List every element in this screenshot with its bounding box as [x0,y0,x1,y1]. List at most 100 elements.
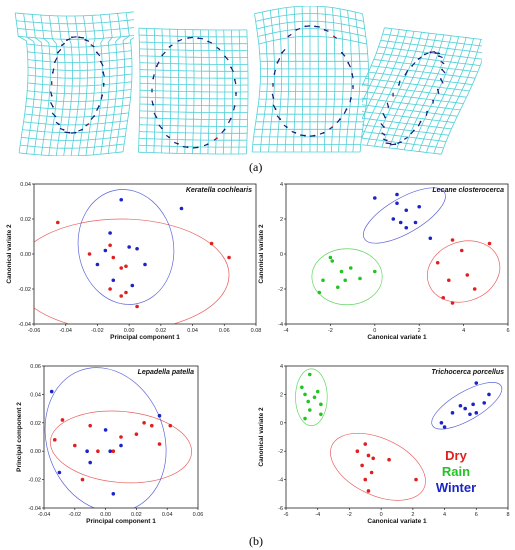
data-point-dry [450,301,455,305]
x-tick-label: 0.04 [162,512,173,518]
x-tick-label: -6 [284,512,289,518]
y-tick-label: -0.02 [28,478,41,484]
y-tick-label: 2 [280,217,283,223]
chart-title: Lepadella patella [138,369,195,376]
data-point-winter [130,283,135,288]
data-point-dry [119,294,124,298]
confidence-ellipse-dry [50,410,192,484]
data-point-dry [366,453,371,458]
deformation-grid-3-icon [251,6,369,153]
y-axis-label: Canonical variate 2 [6,224,13,284]
confidence-ellipse-winter [77,189,175,305]
data-point-dry [363,442,368,446]
y-tick-label: 4 [280,364,283,370]
data-point-winter [395,201,399,206]
plot-frame [33,183,257,325]
data-point-dry [96,449,100,454]
chart-title: Trichocerca porcellus [431,369,504,376]
y-tick-label: 2 [280,392,283,398]
data-point-dry [366,489,371,493]
data-point-winter [398,220,403,225]
data-point-rain [303,392,307,397]
data-point-dry [369,470,374,475]
data-point-winter [127,245,131,249]
panel-b-label: (b) [249,534,263,548]
confidence-ellipse-winter [431,382,503,430]
y-tick-label: 0.00 [20,252,31,258]
data-point-rain [321,278,325,283]
data-point-dry [447,278,451,283]
data-point-rain [306,399,311,404]
data-point-rain [330,259,335,263]
data-point-winter [111,278,116,283]
x-tick-label: 0 [380,512,383,518]
data-point-winter [458,403,463,408]
data-point-rain [328,255,333,260]
y-tick-label: -4 [278,322,283,328]
y-tick-label: 4 [280,182,283,188]
plot-frame [285,365,509,509]
data-point-dry [227,255,231,260]
y-tick-label: -0.02 [18,287,31,293]
data-point-dry [371,456,376,461]
data-point-winter [474,411,479,415]
data-point-winter [179,206,184,211]
chart-title: Keratella cochlearis [186,187,252,194]
scatter-plot-1: -0.06 -0.04 -0.02 0.00 0.02 0.04 0.06 0.080.040… [6,182,261,341]
data-point-rain [343,278,348,283]
data-point-dry [472,287,477,291]
data-point-winter [482,401,487,405]
legend-item-rain: Rain [442,464,470,479]
data-point-winter [413,220,418,225]
data-point-dry [111,255,116,260]
y-tick-label: -0.04 [28,506,41,512]
data-point-dry [80,477,85,482]
scatter-plot-2: -4 -2 0 2 4 6 4 2 0 -2 -4 Lecane closterocerca Canon… [258,182,510,341]
x-tick-label: 2 [411,512,414,518]
data-point-winter [157,413,162,418]
x-tick-label: -4 [284,328,289,334]
y-tick-label: 0.04 [20,182,31,188]
x-tick-label: 0 [373,328,376,334]
y-tick-label: 0.02 [30,421,41,427]
data-point-dry [150,423,154,428]
data-point-dry [135,304,139,309]
x-tick-label: 2 [418,328,421,334]
data-point-dry [87,252,92,256]
data-point-dry [441,295,446,300]
data-point-dry [209,241,214,246]
data-point-dry [387,457,391,462]
y-tick-label: 0.02 [20,217,31,223]
data-point-winter [417,204,422,209]
y-tick-label: 0.00 [30,449,41,455]
data-point-winter [49,389,54,394]
data-point-rain [315,389,320,394]
data-point-winter [468,412,472,417]
y-axis-label: Canonical variate 2 [258,224,265,284]
y-axis-label: Principal component 2 [16,402,23,472]
data-point-winter [391,217,396,221]
data-point-dry [414,477,418,482]
data-point-dry [88,423,92,428]
data-point-dry [124,264,128,269]
data-point-rain [307,372,312,377]
data-point-dry [55,220,60,225]
data-point-dry [487,241,492,246]
x-tick-label: -0.04 [38,512,51,518]
scatter-plot-4: -6 -4 -2 0 2 4 6 8 4 2 0 -2 -4 -6 Trichocerca porcellu… [258,364,510,525]
x-axis-label: Canonical variate 1 [367,518,427,525]
data-point-dry [168,423,173,428]
data-point-dry [355,449,360,454]
deformation-grid-4-icon [362,27,482,155]
data-point-winter [108,231,112,235]
legend-item-dry: Dry [445,448,467,463]
x-tick-label: 4 [443,512,446,518]
data-point-rain [317,290,322,295]
deformation-grid-1-icon [14,11,134,156]
y-tick-label: -6 [278,506,283,512]
scatter-plot-3: -0.04 -0.02 0.00 0.02 0.04 0.06 0.06 0.04 0.02 0.… [16,364,203,525]
data-point-winter [103,428,108,432]
y-tick-label: 0.04 [30,392,41,398]
